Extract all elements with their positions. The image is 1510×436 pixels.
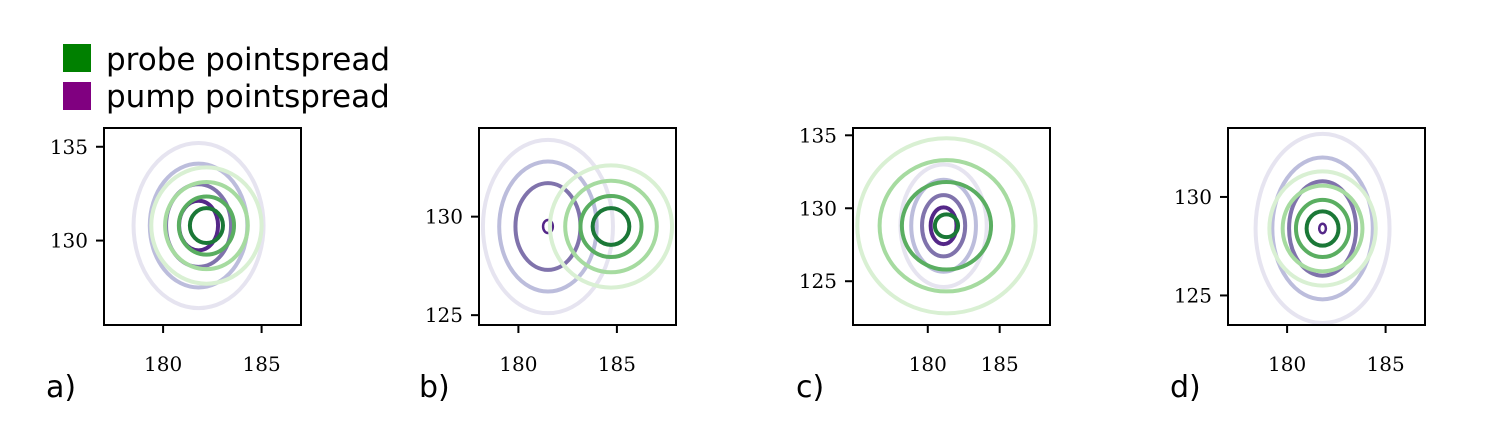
y-tick-label: 130: [1174, 185, 1212, 209]
probe-contour-3: [899, 179, 994, 272]
panel-4: 180 185 125 130 d): [1170, 127, 1426, 405]
pump-contour-4: [541, 218, 555, 235]
probe-contour-2: [1280, 183, 1365, 274]
probe-contour-1: [855, 136, 1038, 316]
panel-2: 180 185 125 130 b): [419, 127, 677, 405]
probe-contour-2: [163, 179, 250, 272]
panel-label: d): [1170, 370, 1201, 405]
x-tick-label: 180: [144, 352, 182, 376]
panels: 180 185 130 135 a) 180 185 125 130 b) 180 185 125 130…: [46, 123, 1426, 405]
probe-contour-3: [1293, 197, 1352, 260]
x-tick-label: 180: [909, 352, 947, 376]
plot-area: [131, 141, 266, 311]
plot-area: [855, 136, 1038, 316]
pump-contour-3: [1287, 179, 1359, 278]
panel-label: c): [796, 370, 824, 405]
pump-contour-1: [480, 137, 615, 316]
pump-contour-2: [1270, 155, 1375, 302]
x-tick-label: 185: [1367, 352, 1405, 376]
pump-contour-1: [1253, 131, 1392, 325]
x-tick-label: 180: [1268, 352, 1306, 376]
probe-contour-1: [547, 163, 675, 290]
pump-contour-2: [909, 177, 978, 274]
legend-swatch-pump: [63, 82, 91, 110]
y-tick-label: 125: [425, 303, 463, 327]
y-tick-label: 125: [1174, 283, 1212, 307]
probe-contour-2: [563, 178, 659, 275]
probe-contour-4: [187, 206, 225, 246]
axes-frame: [478, 127, 677, 326]
y-tick-label: 135: [799, 123, 837, 147]
axes-frame: [103, 127, 302, 326]
probe-contour-4: [590, 206, 632, 247]
y-tick-label: 130: [799, 196, 837, 220]
plot-area: [1253, 131, 1392, 325]
x-tick-label: 185: [598, 352, 636, 376]
plot-area: [480, 137, 675, 316]
panel-label: a): [46, 370, 76, 405]
y-tick-label: 125: [799, 269, 837, 293]
y-tick-label: 135: [50, 135, 88, 159]
axes-frame: [852, 127, 1051, 326]
probe-contour-4: [1304, 209, 1341, 248]
panel-1: 180 185 130 135 a): [46, 127, 302, 405]
x-tick-label: 185: [981, 352, 1019, 376]
legend-label-pump: pump pointspread: [106, 79, 390, 115]
axes-frame: [1227, 127, 1426, 326]
legend-swatch-probe: [63, 44, 91, 72]
y-tick-label: 130: [425, 205, 463, 229]
probe-contour-4: [932, 212, 961, 240]
legend-label-probe: probe pointspread: [106, 42, 390, 78]
panel-3: 180 185 125 130 135 c): [796, 123, 1051, 405]
probe-contour-3: [176, 194, 237, 257]
panel-label: b): [419, 370, 450, 405]
probe-contour-2: [877, 158, 1016, 294]
x-tick-label: 185: [243, 352, 281, 376]
pump-contour-3: [920, 193, 968, 259]
pump-contour-2: [497, 159, 599, 294]
probe-contour-3: [578, 193, 644, 260]
probe-contour-1: [1267, 169, 1378, 288]
pump-contour-4: [1317, 222, 1328, 235]
legend: probe pointspread pump pointspread: [63, 42, 390, 115]
x-tick-label: 180: [499, 352, 537, 376]
probe-contour-1: [149, 165, 264, 286]
y-tick-label: 130: [50, 229, 88, 253]
